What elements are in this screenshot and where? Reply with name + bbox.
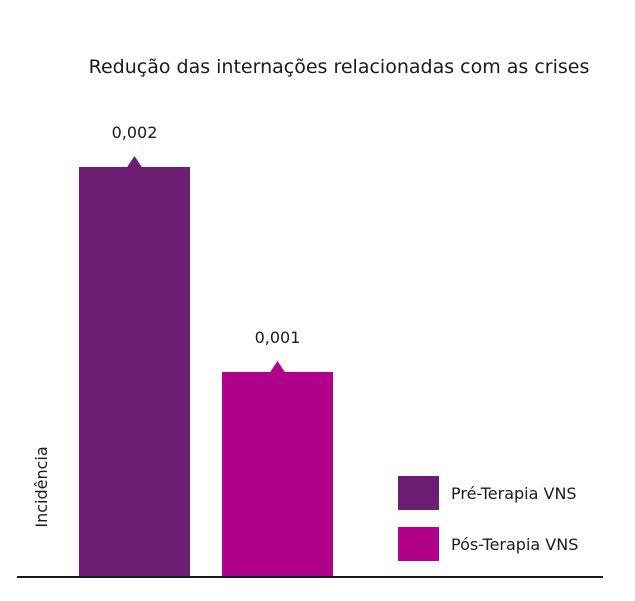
legend-label-1: Pré-Terapia VNS: [451, 484, 577, 503]
bar-2: [222, 372, 333, 577]
legend-swatch-2: [398, 527, 439, 561]
bar-pointer-1: [126, 156, 143, 168]
y-axis-label: Incidência: [32, 446, 51, 527]
value-label-2: 0,001: [255, 328, 301, 347]
value-labels-layer: 0,002 0,001: [112, 123, 301, 347]
legend-swatch-1: [398, 476, 439, 510]
value-label-1: 0,002: [112, 123, 158, 142]
legend-label-2: Pós-Terapia VNS: [451, 535, 578, 554]
bar-pointer-2: [269, 361, 286, 373]
legend: Pré-Terapia VNS Pós-Terapia VNS: [398, 476, 578, 561]
bars-layer: [79, 156, 333, 577]
chart-title: Redução das internações relacionadas com…: [89, 56, 590, 78]
bar-1: [79, 167, 190, 577]
